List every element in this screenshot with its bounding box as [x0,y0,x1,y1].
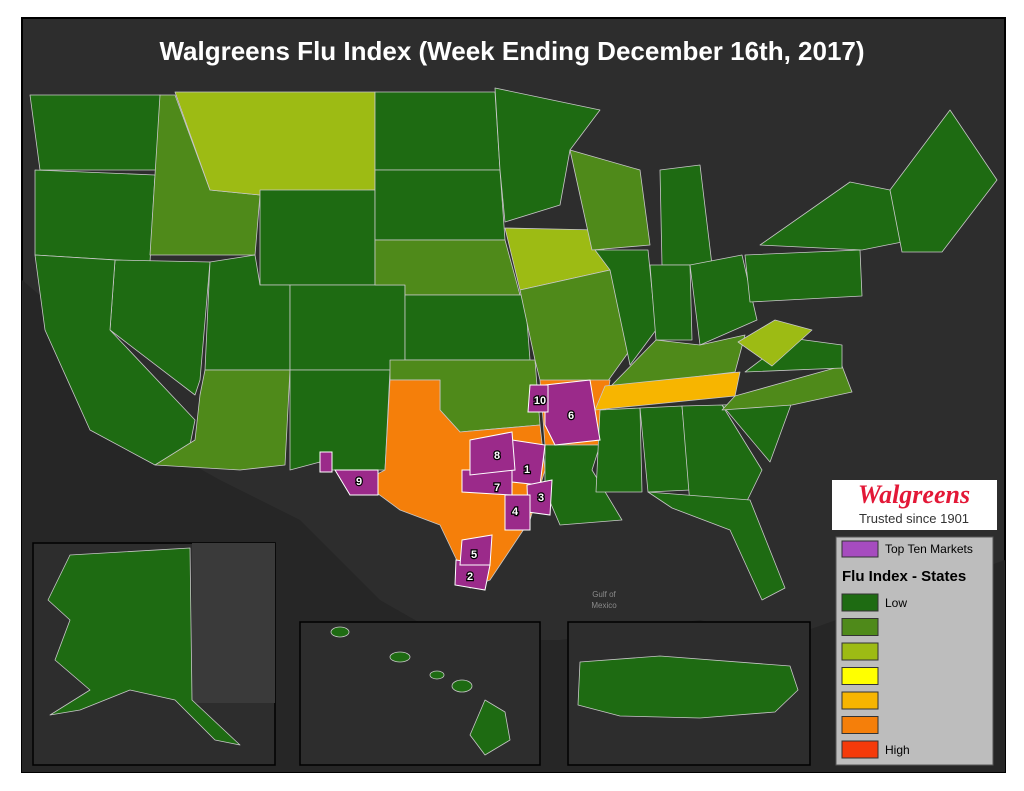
state [569,149,651,251]
state [744,249,863,303]
markets: 1 2 3 4 5 6 7 8 9 10 [319,379,601,591]
state [889,109,998,253]
market-area [511,439,546,486]
state [330,626,350,638]
state [494,87,601,223]
state [721,365,853,411]
state [577,655,799,719]
state [689,254,758,346]
market-number: 8 [494,450,500,462]
legend-swatch [841,667,879,685]
legend-swatch [841,691,879,710]
state [639,405,691,493]
market-area [527,384,549,413]
market-number: 9 [356,476,362,488]
legend-swatch [841,740,879,759]
legend-swatch [841,716,879,734]
state [374,169,506,241]
land [192,543,275,703]
legend: Top Ten Markets Flu Index - States Low H… [835,536,994,766]
market-number: 3 [538,492,544,504]
state [149,94,261,256]
states [29,87,998,601]
market-number: 4 [512,506,519,518]
state [47,547,241,746]
state [374,91,501,171]
legend-swatch [841,540,879,558]
market-number: 7 [494,482,500,494]
legend-swatch [841,593,879,612]
state [594,249,657,366]
market-area [469,431,516,476]
water-label: Gulf of [592,590,616,599]
market-area [319,451,333,473]
market-area [334,469,379,496]
state [154,369,291,471]
market-area [544,379,601,446]
market-number: 5 [471,549,477,561]
legend-label: Low [885,596,907,610]
state [389,651,411,663]
legend-swatch [841,618,879,636]
state [289,369,391,471]
state [451,679,473,693]
legend-label: High [885,743,910,757]
market-number: 2 [467,571,473,583]
legend-label: Top Ten Markets [885,542,973,556]
state [737,319,813,367]
market-number: 6 [568,410,574,422]
state [259,189,376,286]
logo-brand: Walgreens [858,480,970,509]
market-area [504,494,531,531]
water-label: Mexico [591,601,617,610]
insets [32,542,811,766]
legend-title: Flu Index - States [842,568,966,585]
state [404,294,531,361]
state [681,404,763,506]
logo-tagline: Trusted since 1901 [859,511,969,526]
state [34,169,156,263]
title: Walgreens Flu Index (Week Ending Decembe… [159,36,864,66]
state [647,491,786,601]
state [595,407,643,493]
state [289,284,406,371]
state [29,94,161,171]
logo-box [832,480,997,530]
market-area [459,534,493,566]
market-number: 1 [524,464,530,476]
legend-swatch [841,642,879,661]
market-number: 10 [534,395,546,407]
state [469,699,511,756]
state [429,670,445,680]
state [649,264,693,341]
